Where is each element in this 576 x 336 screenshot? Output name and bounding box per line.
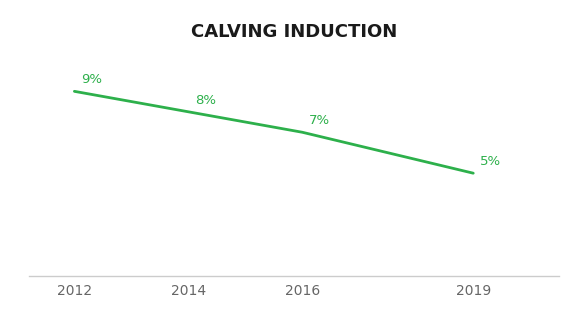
Title: CALVING INDUCTION: CALVING INDUCTION xyxy=(191,23,397,41)
Text: 9%: 9% xyxy=(81,73,102,86)
Text: 8%: 8% xyxy=(195,94,216,107)
Text: 5%: 5% xyxy=(480,155,501,168)
Text: 7%: 7% xyxy=(309,114,330,127)
